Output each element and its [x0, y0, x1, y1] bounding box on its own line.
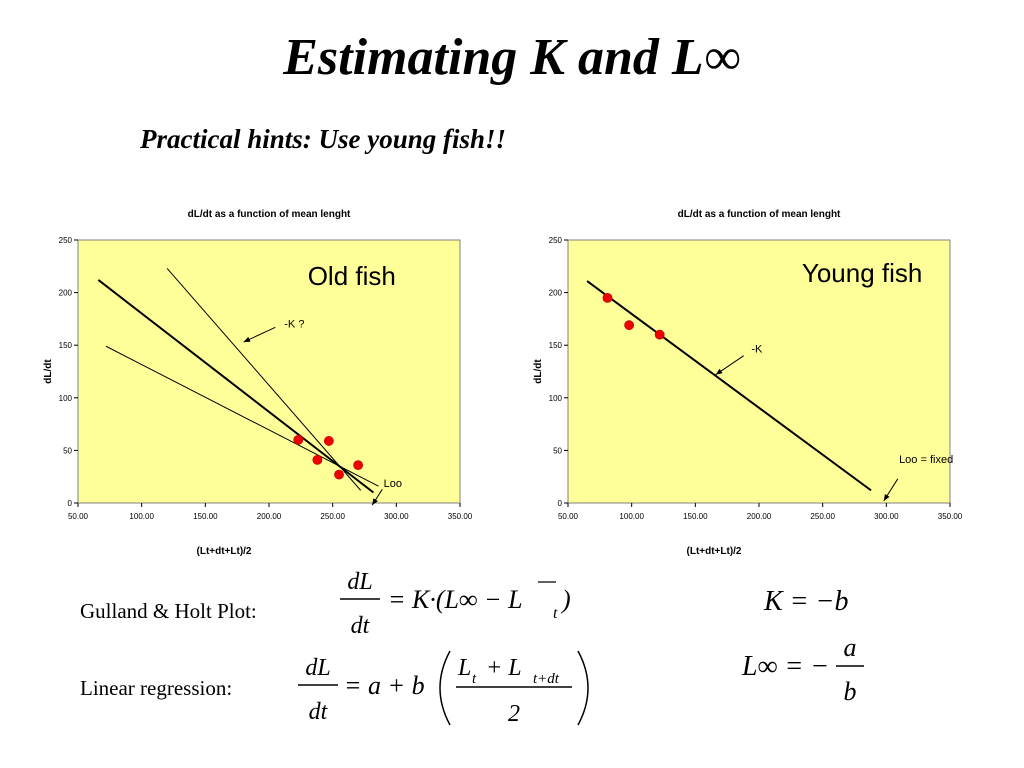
y-tick-label: 150 [59, 341, 73, 350]
old-fish-chart: dL/dt as a function of mean lenght 0 50 100… [43, 209, 473, 557]
annotation-arrowhead [372, 498, 378, 506]
regression-line [105, 345, 379, 487]
eq2-dt: dt [309, 699, 329, 725]
eq1-dl: dL [347, 569, 372, 595]
y-tick-label: 250 [549, 236, 563, 245]
plot-area [77, 239, 461, 504]
linear-regression-equation: dL dt = a + b L t + L t+dt 2 [298, 650, 589, 727]
chart-annotation: Old fish [308, 261, 396, 291]
eq1-close: ) [560, 585, 571, 614]
chart-annotation: Loo [384, 478, 402, 490]
data-point [323, 436, 334, 446]
annotation-arrowhead [883, 493, 890, 501]
chart-annotation: -K ? [284, 318, 304, 330]
chart-annotation: Young fish [802, 258, 922, 288]
y-axis-label: dL/dt [533, 359, 544, 384]
y-tick-label: 100 [59, 394, 73, 403]
eq2-rhs: = a + b [344, 671, 425, 700]
x-tick-label: 350.00 [938, 512, 963, 521]
linf-equation: L∞ = − a b [741, 633, 864, 706]
linear-regression-label: Linear regression: [80, 676, 233, 700]
data-point [602, 292, 613, 303]
annotation-arrowhead [243, 336, 251, 343]
chart-title: dL/dt as a function of mean lenght [188, 209, 351, 220]
data-point [293, 434, 304, 445]
y-tick-label: 100 [549, 394, 563, 403]
chart-annotation: Loo = fixed [899, 454, 953, 466]
x-tick-label: 250.00 [810, 512, 835, 521]
linf-num: a [844, 633, 857, 662]
chart-annotation: -K [751, 344, 763, 356]
regression-line [166, 268, 362, 491]
eq2-num-a-sub: t [472, 671, 477, 687]
y-tick-label: 50 [553, 446, 562, 455]
data-point [353, 460, 364, 471]
x-tick-label: 100.00 [619, 512, 644, 521]
regression-line [97, 279, 375, 494]
gulland-holt-label: Gulland & Holt Plot: [80, 599, 257, 623]
x-tick-label: 200.00 [257, 512, 282, 521]
eq1-dt: dt [351, 613, 371, 639]
x-axis-label: (Lt+dt+Lt)/2 [197, 546, 252, 557]
y-tick-label: 50 [63, 446, 72, 455]
x-tick-label: 200.00 [747, 512, 772, 521]
slide-subtitle: Practical hints: Use young fish!! [140, 124, 507, 154]
eq1-rhs: = K·(L∞ − L [388, 585, 523, 614]
x-tick-label: 50.00 [558, 512, 579, 521]
slide-title: Estimating K and L∞ [283, 29, 741, 86]
y-axis-label: dL/dt [43, 359, 54, 384]
x-tick-label: 350.00 [448, 512, 473, 521]
x-tick-label: 50.00 [68, 512, 89, 521]
x-tick-label: 150.00 [193, 512, 218, 521]
x-tick-label: 300.00 [874, 512, 899, 521]
eq2-num-a: L [457, 655, 471, 681]
k-eq-text: K = −b [763, 586, 848, 617]
young-fish-chart: dL/dt as a function of mean lenght 0 50 100… [533, 209, 963, 557]
eq2-dl: dL [305, 655, 330, 681]
linf-den: b [844, 677, 857, 706]
x-tick-label: 250.00 [320, 512, 345, 521]
eq2-num-plus: + L [486, 655, 522, 681]
y-tick-label: 0 [558, 499, 563, 508]
linf-lhs: L∞ = − [741, 651, 829, 682]
data-point [624, 320, 635, 331]
data-point [334, 469, 344, 480]
y-tick-label: 200 [59, 289, 73, 298]
k-equation: K = −b [763, 586, 848, 617]
y-tick-label: 150 [549, 341, 563, 350]
data-point [312, 454, 323, 465]
x-tick-label: 150.00 [683, 512, 708, 521]
data-point [654, 329, 665, 340]
chart-title: dL/dt as a function of mean lenght [678, 209, 841, 220]
regression-line [586, 280, 872, 492]
y-tick-label: 0 [68, 499, 73, 508]
annotation-arrowhead [715, 368, 723, 375]
eq2-den: 2 [508, 701, 520, 727]
gulland-holt-equation: dL dt = K·(L∞ − L t ) [340, 569, 571, 639]
eq1-sub: t [553, 605, 558, 622]
x-axis-label: (Lt+dt+Lt)/2 [687, 546, 742, 557]
y-tick-label: 250 [59, 236, 73, 245]
y-tick-label: 200 [549, 289, 563, 298]
eq2-num-b-sub: t+dt [533, 671, 560, 687]
x-tick-label: 300.00 [384, 512, 409, 521]
x-tick-label: 100.00 [129, 512, 154, 521]
